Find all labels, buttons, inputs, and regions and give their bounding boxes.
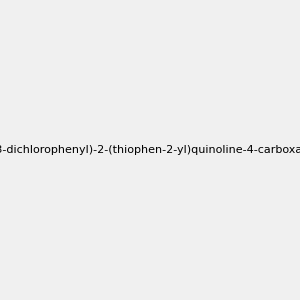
- Text: N-(2,3-dichlorophenyl)-2-(thiophen-2-yl)quinoline-4-carboxamide: N-(2,3-dichlorophenyl)-2-(thiophen-2-yl)…: [0, 145, 300, 155]
